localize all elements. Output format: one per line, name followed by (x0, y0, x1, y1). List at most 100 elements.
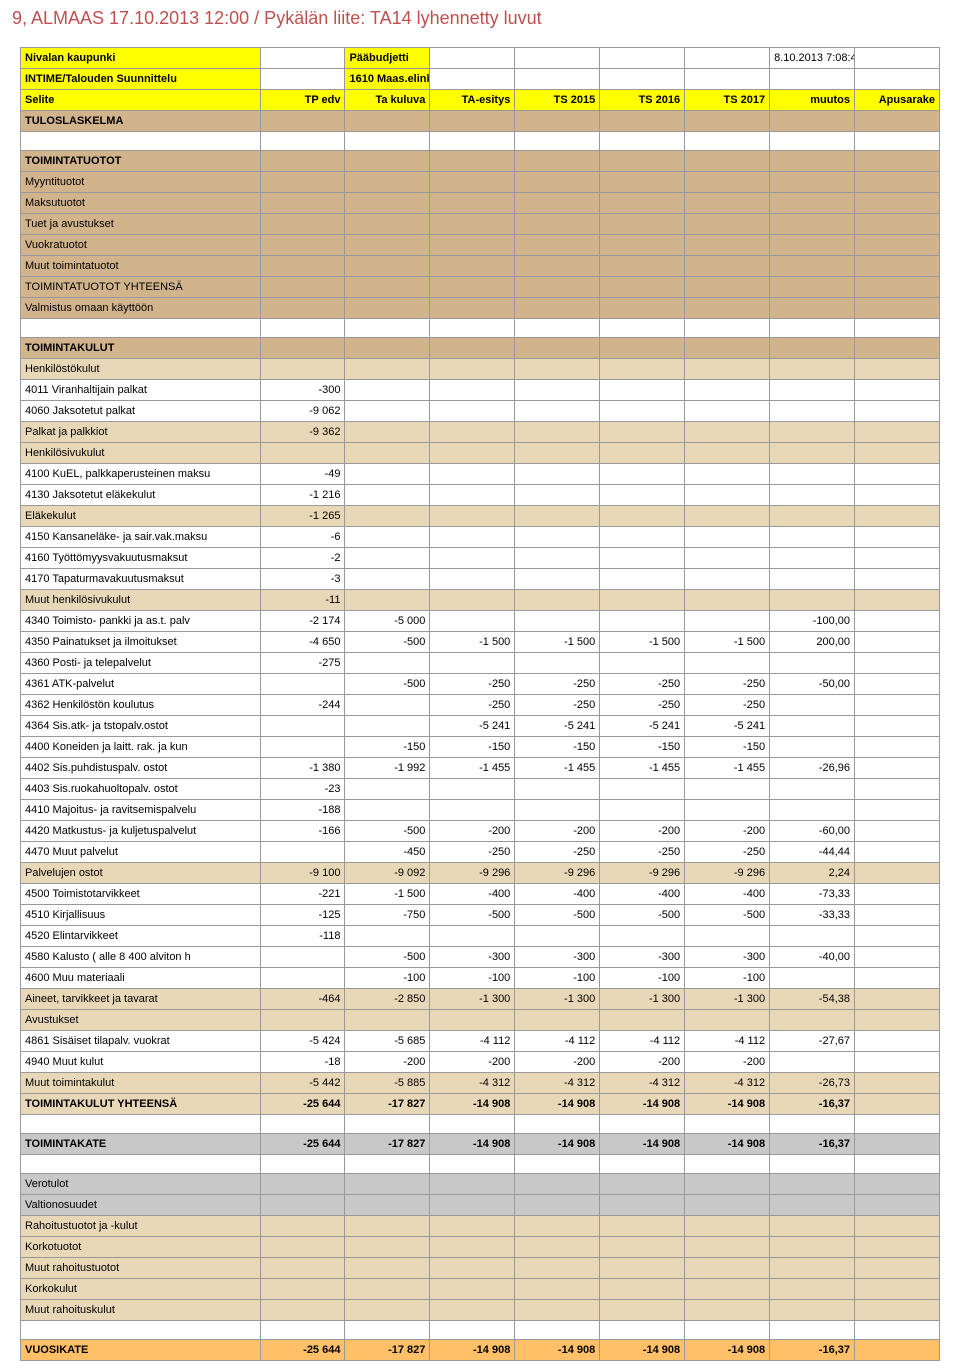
cell (855, 69, 940, 90)
cell (345, 1258, 430, 1279)
kulut-val (855, 716, 940, 737)
kulut-label: 4410 Majoitus- ja ravitsemispalvelu (21, 800, 261, 821)
kulut-val: -300 (600, 947, 685, 968)
kulut-val: -200 (515, 821, 600, 842)
kulut-val (685, 464, 770, 485)
kulut-label: 4150 Kansaneläke- ja sair.vak.maksu (21, 527, 261, 548)
kulut-val: -1 500 (430, 632, 515, 653)
kulut-val: -200 (600, 821, 685, 842)
cell (600, 1195, 685, 1216)
tuotot-row: Valmistus omaan käyttöön (21, 298, 261, 319)
kulut-val: -5 685 (345, 1031, 430, 1052)
cell (600, 277, 685, 298)
kulut-label: Muut henkilösivukulut (21, 590, 261, 611)
kulut-val (600, 653, 685, 674)
kulut-val: -4 112 (685, 1031, 770, 1052)
kulut-val (770, 464, 855, 485)
col-0: Selite (21, 90, 261, 111)
kulut-val (260, 1010, 345, 1031)
kulut-val (685, 548, 770, 569)
kulut-val (855, 401, 940, 422)
kulut-val (855, 1094, 940, 1115)
kulut-val (600, 485, 685, 506)
kulut-val: -500 (430, 905, 515, 926)
kulut-val (855, 821, 940, 842)
kulut-val (855, 590, 940, 611)
kulut-val: -40,00 (770, 947, 855, 968)
kulut-val: -221 (260, 884, 345, 905)
kulut-val (345, 926, 430, 947)
kulut-val (515, 485, 600, 506)
cell (345, 1279, 430, 1300)
kulut-val (685, 422, 770, 443)
vuosikate-val: -14 908 (430, 1340, 515, 1361)
kulut-label: 4403 Sis.ruokahuoltopalv. ostot (21, 779, 261, 800)
vuosikate-val: -17 827 (345, 1340, 430, 1361)
kulut-val (345, 548, 430, 569)
kulut-val (345, 695, 430, 716)
kulut-val (600, 800, 685, 821)
cell (515, 1279, 600, 1300)
kulut-val: -1 500 (515, 632, 600, 653)
kulut-val: -5 241 (685, 716, 770, 737)
cell (685, 69, 770, 90)
kulut-val (855, 611, 940, 632)
cell (430, 69, 515, 90)
kulut-val (685, 611, 770, 632)
kulut-val (770, 527, 855, 548)
cell (600, 1258, 685, 1279)
cell (515, 111, 600, 132)
kulut-val: -500 (345, 632, 430, 653)
kulut-val: -100 (685, 968, 770, 989)
kulut-val: -9 296 (430, 863, 515, 884)
cell (770, 214, 855, 235)
cell (260, 1279, 345, 1300)
cell (855, 298, 940, 319)
kulut-val: -9 100 (260, 863, 345, 884)
cell (685, 1258, 770, 1279)
kulut-val: -9 362 (260, 422, 345, 443)
cell (600, 214, 685, 235)
kulut-val: -750 (345, 905, 430, 926)
vuosikate-val: -25 644 (260, 1340, 345, 1361)
kulut-val: -400 (600, 884, 685, 905)
kulut-label: 4360 Posti- ja telepalvelut (21, 653, 261, 674)
kulut-val: -54,38 (770, 989, 855, 1010)
cell (515, 1300, 600, 1321)
kulut-val: -166 (260, 821, 345, 842)
kulut-val: -14 908 (515, 1094, 600, 1115)
kulut-val (430, 611, 515, 632)
kulut-val (345, 401, 430, 422)
kulut-val (685, 779, 770, 800)
kulut-val (855, 1010, 940, 1031)
kulut-val: -250 (685, 842, 770, 863)
kulut-val: -200 (685, 821, 770, 842)
kulut-val (855, 800, 940, 821)
kulut-val (345, 485, 430, 506)
toimintatuotot: TOIMINTATUOTOT (21, 151, 261, 172)
cell (600, 172, 685, 193)
kulut-label: 4520 Elintarvikkeet (21, 926, 261, 947)
kulut-val (345, 590, 430, 611)
kulut-val: -9 062 (260, 401, 345, 422)
cell (515, 214, 600, 235)
cell (770, 1174, 855, 1195)
cell (770, 277, 855, 298)
cell (600, 111, 685, 132)
col-6: TS 2017 (685, 90, 770, 111)
kulut-label: 4510 Kirjallisuus (21, 905, 261, 926)
kulut-val (515, 359, 600, 380)
unit: INTIME/Talouden Suunnittelu (21, 69, 261, 90)
toimintakate: TOIMINTAKATE (21, 1134, 261, 1155)
kulut-label: 4364 Sis.atk- ja tstopalv.ostot (21, 716, 261, 737)
kulut-val (770, 569, 855, 590)
kulut-val (515, 422, 600, 443)
kulut-val (855, 842, 940, 863)
col-3: TA-esitys (430, 90, 515, 111)
cell (770, 235, 855, 256)
kulut-val: -2 174 (260, 611, 345, 632)
kulut-val (685, 569, 770, 590)
kulut-val (345, 506, 430, 527)
footer-row: Rahoitustuotot ja -kulut (21, 1216, 261, 1237)
kulut-val (685, 380, 770, 401)
